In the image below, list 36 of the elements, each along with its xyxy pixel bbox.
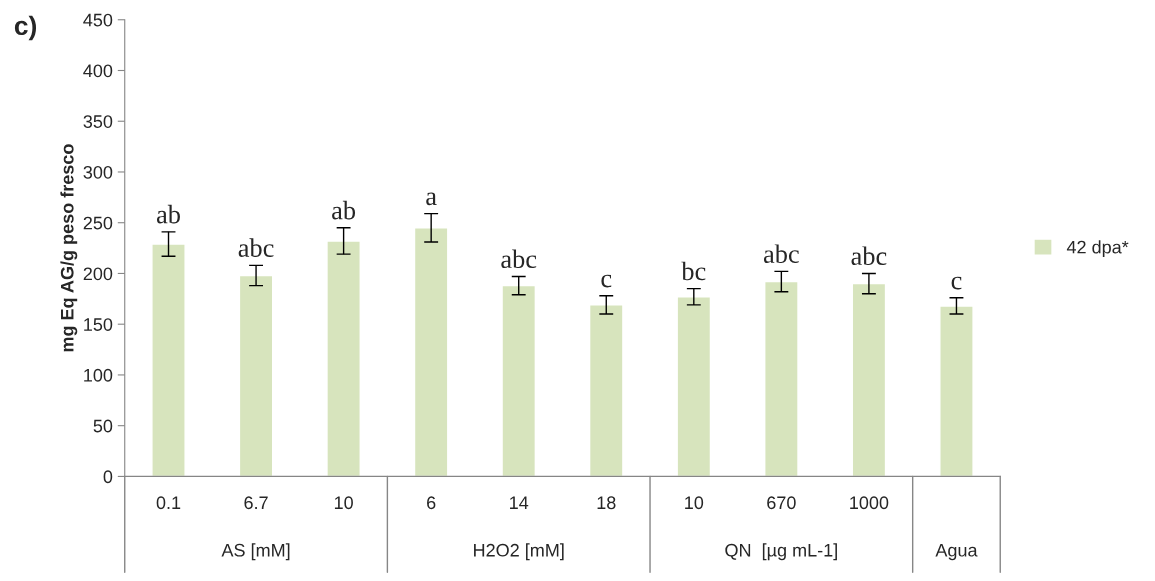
data-label: a xyxy=(426,192,437,206)
y-tick-label: 100 xyxy=(84,368,113,382)
y-tick-label: 450 xyxy=(83,13,113,27)
y-tick-label: 250 xyxy=(83,216,113,230)
text: H2O2 [mM] xyxy=(474,543,564,561)
data-label: abc xyxy=(238,238,274,257)
y-tick-label: 350 xyxy=(83,115,113,128)
data-label: ab xyxy=(156,204,180,224)
x-tick-label: 6.7 xyxy=(244,496,268,510)
text: Agua xyxy=(935,544,978,561)
y-tick-label: 400 xyxy=(83,64,113,78)
x-tick-label: 670 xyxy=(767,496,796,510)
text: QN [µg mL-1] xyxy=(725,543,837,561)
x-tick-label: 10 xyxy=(334,496,353,510)
y-tick-label: 50 xyxy=(93,419,113,433)
y-tick-label: 0 xyxy=(103,470,113,484)
x-tick-label: 18 xyxy=(597,496,616,510)
chart-title: c) xyxy=(14,15,37,41)
x-tick-label: 1000 xyxy=(850,496,889,510)
data-label: abc xyxy=(501,249,537,269)
legend-label: 42 dpa* xyxy=(1066,240,1129,258)
y-axis-title: mg Eq AG/g peso fresco xyxy=(60,144,78,352)
data-label: abc xyxy=(851,246,887,266)
x-tick-label: 14 xyxy=(510,496,529,509)
y-tick-label: 150 xyxy=(84,318,113,331)
x-tick-label: 6 xyxy=(427,496,436,510)
data-label: ab xyxy=(332,200,356,220)
data-label: c xyxy=(601,274,612,288)
data-label: c xyxy=(951,276,962,290)
y-tick-label: 300 xyxy=(83,165,113,179)
text: AS [mM] xyxy=(221,543,290,561)
x-tick-label: 0.1 xyxy=(156,496,181,510)
x-tick-label: 10 xyxy=(685,496,704,510)
data-label: abc xyxy=(763,244,799,264)
data-label: bc xyxy=(681,261,706,281)
y-tick-label: 200 xyxy=(83,267,113,281)
